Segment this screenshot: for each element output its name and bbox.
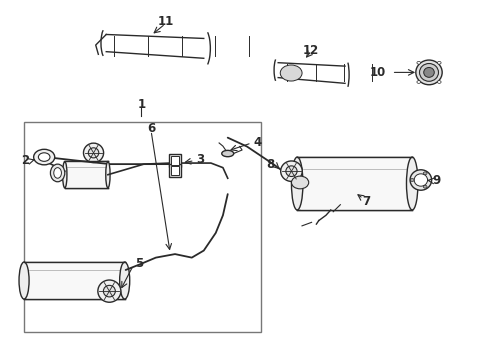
Text: 2: 2 [21, 154, 29, 167]
Text: 12: 12 [302, 44, 318, 57]
Text: 3: 3 [196, 153, 204, 166]
Ellipse shape [409, 170, 431, 190]
Ellipse shape [280, 161, 302, 181]
Bar [170, 166, 179, 175]
FancyBboxPatch shape [27, 262, 122, 299]
Ellipse shape [415, 60, 441, 85]
Ellipse shape [62, 162, 67, 188]
Text: 9: 9 [431, 174, 440, 187]
Text: 4: 4 [253, 136, 261, 149]
Circle shape [409, 179, 413, 181]
Ellipse shape [88, 148, 99, 158]
Ellipse shape [54, 168, 61, 178]
Circle shape [34, 149, 55, 165]
Circle shape [39, 153, 50, 161]
Ellipse shape [423, 67, 433, 77]
Circle shape [423, 185, 426, 188]
Ellipse shape [19, 262, 29, 299]
Circle shape [416, 62, 420, 64]
Circle shape [280, 65, 302, 81]
Text: 6: 6 [146, 122, 155, 135]
Bar [170, 156, 179, 165]
Ellipse shape [120, 262, 129, 299]
Bar [24, 122, 261, 332]
Ellipse shape [419, 63, 438, 81]
Ellipse shape [221, 150, 233, 157]
FancyBboxPatch shape [66, 162, 106, 188]
Ellipse shape [98, 280, 121, 302]
Ellipse shape [285, 166, 297, 176]
Bar [169, 164, 181, 177]
Ellipse shape [105, 162, 110, 188]
Circle shape [436, 81, 440, 84]
Ellipse shape [83, 143, 103, 162]
Ellipse shape [103, 285, 115, 297]
Text: 7: 7 [362, 195, 370, 208]
Text: 10: 10 [369, 66, 385, 79]
Circle shape [436, 62, 440, 64]
Circle shape [291, 176, 308, 189]
Text: 1: 1 [137, 98, 145, 111]
Ellipse shape [406, 157, 417, 210]
Text: 11: 11 [157, 15, 173, 28]
Ellipse shape [413, 174, 427, 186]
Ellipse shape [50, 164, 65, 182]
Circle shape [416, 81, 420, 84]
Ellipse shape [291, 157, 303, 210]
FancyBboxPatch shape [300, 157, 408, 210]
Circle shape [423, 172, 426, 175]
Text: 8: 8 [266, 158, 274, 171]
Text: 5: 5 [135, 257, 143, 270]
Bar [169, 154, 181, 167]
